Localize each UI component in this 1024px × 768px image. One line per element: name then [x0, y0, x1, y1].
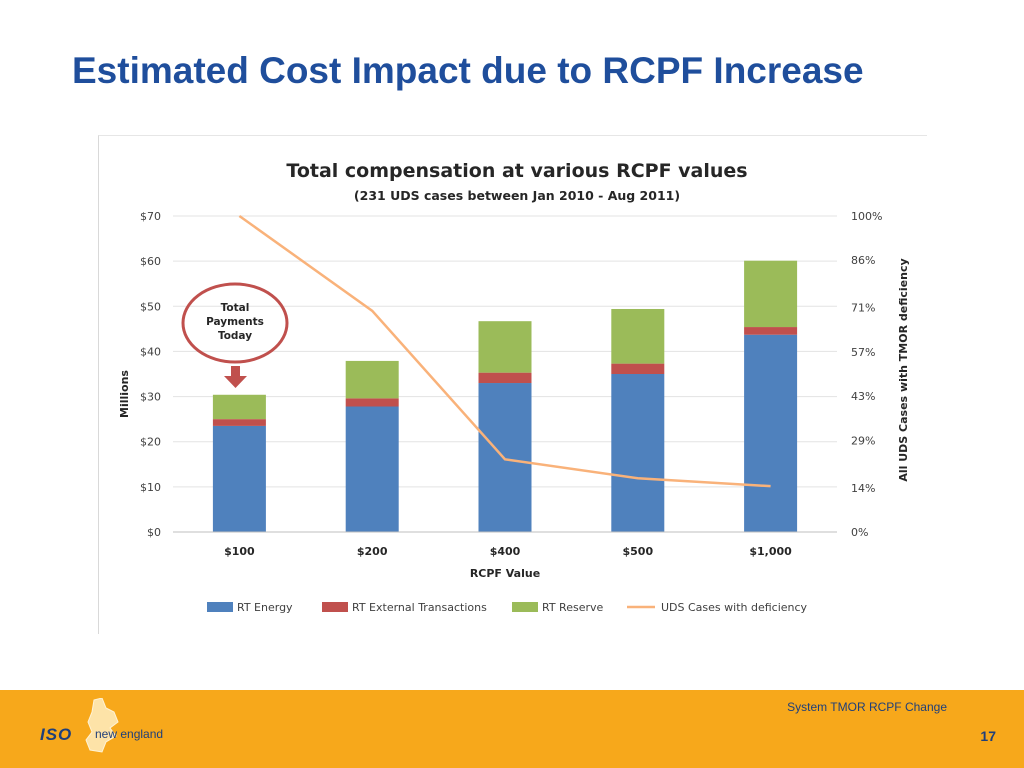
- logo-name-text: new england: [95, 727, 164, 741]
- y2-tick-label: 43%: [851, 390, 875, 403]
- y-tick-label: $70: [140, 210, 161, 223]
- legend-label: RT External Transactions: [352, 601, 487, 614]
- callout-circle: [181, 282, 289, 364]
- bar-segment: [611, 374, 665, 532]
- y2-tick-label: 57%: [851, 346, 875, 359]
- chart-title: Total compensation at various RCPF value…: [286, 160, 747, 182]
- chart-subtitle: (231 UDS cases between Jan 2010 - Aug 20…: [354, 188, 680, 203]
- y2-tick-label: 71%: [851, 302, 875, 315]
- y-tick-label: $0: [147, 526, 161, 539]
- bar-segment: [611, 308, 665, 364]
- line-series: [238, 214, 771, 488]
- legend-label: RT Reserve: [542, 601, 604, 614]
- legend-label: UDS Cases with deficiency: [661, 601, 808, 614]
- y2-tick-label: 29%: [851, 434, 875, 447]
- axes: $0 $10 $20 $30 $40 $50 $60 $70 0% 14% 29% 43% 57% 71%…: [140, 210, 882, 558]
- bar-segment: [478, 372, 532, 384]
- bar-segment: [611, 363, 665, 374]
- combo-chart: Total compensation at various RCPF value…: [118, 160, 910, 614]
- x-tick-label: $200: [357, 545, 388, 558]
- bar-segment: [345, 398, 399, 407]
- y2-tick-label: 0%: [851, 526, 868, 539]
- footer-caption: System TMOR RCPF Change: [787, 700, 947, 714]
- y2-tick-label: 86%: [851, 254, 875, 267]
- legend-swatch: [322, 602, 348, 612]
- y-tick-label: $10: [140, 481, 161, 494]
- bar-segment: [212, 394, 266, 420]
- iso-new-england-logo: ISO new england: [40, 698, 200, 760]
- line-series-path: [238, 214, 771, 488]
- y-tick-label: $20: [140, 436, 161, 449]
- callout-line-3: Today: [218, 330, 252, 342]
- callout: Total Payments Today: [181, 282, 289, 388]
- callout-arrow-head: [224, 376, 247, 388]
- slide-title: Estimated Cost Impact due to RCPF Increa…: [72, 50, 864, 91]
- bar-segment: [345, 360, 399, 399]
- y-axis-title: Millions: [118, 370, 131, 418]
- callout-line-2: Payments: [206, 316, 264, 328]
- legend-swatch: [512, 602, 538, 612]
- x-tick-label: $100: [224, 545, 255, 558]
- bar-segment: [212, 419, 266, 426]
- callout-arrow-shaft: [231, 366, 240, 377]
- logo-iso-text: ISO: [40, 725, 73, 744]
- y-tick-label: $60: [140, 255, 161, 268]
- bar-series: [212, 260, 798, 532]
- callout-line-1: Total: [221, 302, 250, 314]
- y-tick-label: $30: [140, 391, 161, 404]
- footer-bar: ISO new england System TMOR RCPF Change …: [0, 690, 1024, 768]
- chart-frame: Total compensation at various RCPF value…: [98, 135, 927, 634]
- y-tick-label: $40: [140, 345, 161, 358]
- y2-axis-title: All UDS Cases with TMOR deficiency: [897, 258, 910, 481]
- x-tick-label: $500: [622, 545, 653, 558]
- bar-segment: [212, 425, 266, 532]
- legend: RT Energy RT External Transactions RT Rese…: [207, 601, 808, 614]
- x-tick-label: $400: [490, 545, 521, 558]
- y2-tick-label: 14%: [851, 482, 875, 495]
- bar-segment: [478, 321, 532, 373]
- x-tick-label: $1,000: [749, 545, 792, 558]
- bar-segment: [744, 334, 798, 532]
- new-england-map-icon: [85, 698, 119, 753]
- legend-swatch: [207, 602, 233, 612]
- y2-tick-label: 100%: [851, 210, 882, 223]
- legend-label: RT Energy: [237, 601, 293, 614]
- page-number: 17: [980, 728, 996, 744]
- y-tick-label: $50: [140, 300, 161, 313]
- bar-segment: [744, 260, 798, 328]
- bar-segment: [744, 327, 798, 335]
- bar-segment: [345, 406, 399, 532]
- x-axis-title: RCPF Value: [470, 567, 540, 580]
